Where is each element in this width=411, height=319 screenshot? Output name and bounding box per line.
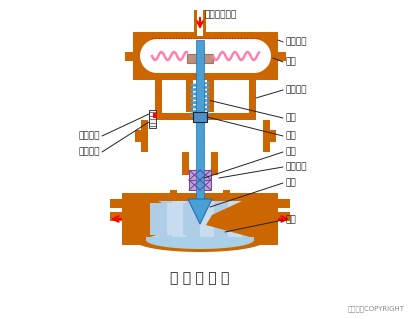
Bar <box>155 80 162 120</box>
Bar <box>200 170 211 180</box>
Bar <box>186 80 214 120</box>
Text: 阀芯: 阀芯 <box>285 179 296 188</box>
Bar <box>228 201 242 237</box>
Bar <box>182 152 218 170</box>
Bar <box>110 199 122 208</box>
Bar <box>125 51 133 61</box>
Polygon shape <box>206 201 270 237</box>
Text: 行程指针: 行程指针 <box>79 131 100 140</box>
Bar <box>158 201 172 237</box>
Bar <box>197 10 203 36</box>
Polygon shape <box>188 199 212 224</box>
Bar <box>189 180 200 190</box>
Bar <box>144 201 158 237</box>
Polygon shape <box>146 237 254 249</box>
Text: 膜片: 膜片 <box>285 57 296 66</box>
Bar <box>200 180 211 190</box>
Bar <box>167 203 183 235</box>
Bar <box>200 201 214 237</box>
Polygon shape <box>140 39 271 73</box>
Bar <box>194 10 206 36</box>
Bar <box>278 199 290 208</box>
Bar <box>155 112 256 120</box>
Text: 推杆: 推杆 <box>285 131 296 140</box>
Bar <box>183 203 200 235</box>
Text: 膜室上腔: 膜室上腔 <box>285 38 307 47</box>
Bar <box>278 212 290 221</box>
Bar <box>162 112 249 113</box>
Text: 阀杆: 阀杆 <box>285 147 296 157</box>
Bar <box>150 203 167 235</box>
Text: 弹簧: 弹簧 <box>285 114 296 122</box>
Bar <box>187 54 213 63</box>
Text: 阀座: 阀座 <box>285 216 296 225</box>
Bar <box>122 193 278 245</box>
Text: 东方仿真COPYRIGHT: 东方仿真COPYRIGHT <box>348 305 405 312</box>
Bar <box>153 113 157 118</box>
Bar <box>196 40 204 210</box>
Bar <box>193 112 207 122</box>
FancyBboxPatch shape <box>133 32 278 80</box>
Bar <box>135 130 141 142</box>
Bar <box>189 152 211 170</box>
Bar <box>170 190 230 193</box>
Polygon shape <box>133 32 278 80</box>
Bar <box>130 201 144 237</box>
Text: 膜室下腔: 膜室下腔 <box>285 85 307 94</box>
Bar <box>186 201 200 237</box>
Polygon shape <box>130 201 194 237</box>
Bar <box>242 201 256 237</box>
Polygon shape <box>134 237 266 252</box>
Bar <box>149 110 156 128</box>
Text: 气 动 薄 膜 阀: 气 动 薄 膜 阀 <box>170 271 230 285</box>
Bar <box>193 80 207 120</box>
Bar <box>141 120 270 152</box>
Bar <box>158 39 253 73</box>
Text: 密封填料: 密封填料 <box>285 162 307 172</box>
Text: 行程刻度: 行程刻度 <box>79 147 100 157</box>
Bar <box>256 201 270 237</box>
Bar <box>157 32 254 80</box>
Bar <box>148 120 263 152</box>
Bar <box>278 51 286 61</box>
Bar <box>189 170 200 180</box>
Bar <box>172 201 186 237</box>
Text: 压力信号入口: 压力信号入口 <box>204 11 236 19</box>
Bar <box>177 190 223 193</box>
Bar <box>110 212 122 221</box>
Bar <box>270 130 276 142</box>
Bar <box>182 170 218 175</box>
Bar <box>214 201 228 237</box>
Bar <box>249 80 256 120</box>
